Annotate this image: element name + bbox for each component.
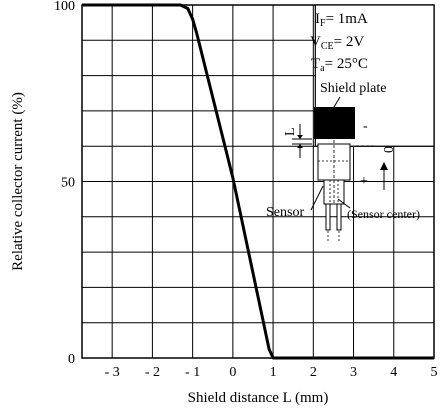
- x-tick-label: 3: [350, 365, 357, 380]
- x-tick-label: 4: [390, 365, 397, 380]
- x-tick-label: - 3: [105, 365, 120, 380]
- sensor-lead-right: [336, 203, 342, 231]
- x-tick-label: - 2: [145, 365, 160, 380]
- zero-label: 0: [382, 146, 397, 153]
- shield-plate-label: Shield plate: [320, 81, 387, 96]
- y-tick-label: 100: [54, 0, 75, 14]
- shield-plate-leader: [333, 96, 341, 108]
- inset-diagram: Shield plate L - 0 + Sensor (Sensor cent…: [266, 81, 420, 243]
- x-tick-label: 5: [431, 365, 438, 380]
- series-line: [82, 3, 434, 360]
- y-tick-labels: 0 50 100: [54, 0, 75, 367]
- data-series: [82, 3, 434, 360]
- y-tick-label: 50: [61, 176, 75, 191]
- sensor-center-leader: [337, 198, 351, 209]
- condition-vce: VCE= 2V: [310, 34, 364, 52]
- y-axis-title: Relative collector current (%): [10, 92, 26, 271]
- x-tick-label: 2: [310, 365, 317, 380]
- sensor-leader: [310, 185, 324, 211]
- plus-sign: +: [360, 174, 368, 189]
- sensor-label: Sensor: [266, 205, 304, 220]
- sensor-lead-left: [325, 203, 331, 231]
- condition-ta: Ta= 25°C: [311, 56, 368, 74]
- x-tick-label: 1: [270, 365, 277, 380]
- x-tick-label: - 1: [185, 365, 200, 380]
- shield-plate-shape: [314, 107, 355, 139]
- y-tick-label: 0: [68, 352, 75, 367]
- minus-sign: -: [363, 119, 368, 134]
- sensor-center-label: (Sensor center): [347, 207, 420, 221]
- x-tick-labels: - 3 - 2 - 1 0 1 2 3 4 5: [105, 365, 438, 380]
- dimension-l-label: L: [283, 127, 298, 136]
- condition-if: IF= 1mA: [315, 11, 368, 29]
- plot-frame: [81, 4, 435, 359]
- x-axis-title: Shield distance L (mm): [188, 390, 329, 406]
- x-tick-label: 0: [229, 365, 236, 380]
